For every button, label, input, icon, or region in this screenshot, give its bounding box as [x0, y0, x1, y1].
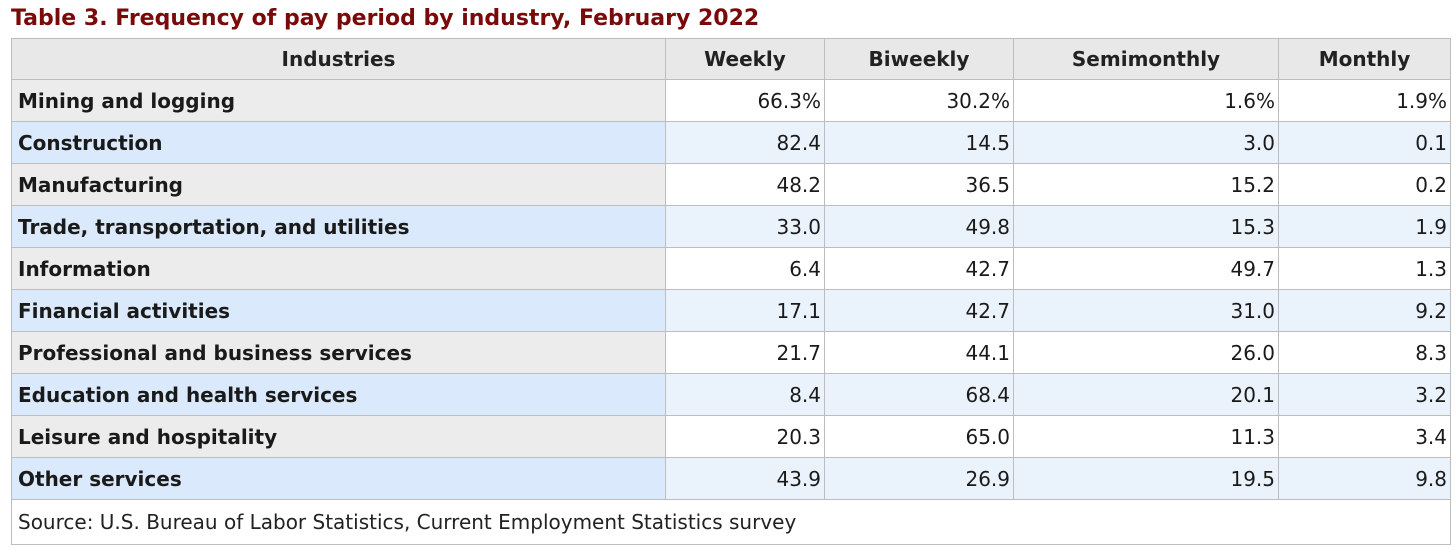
- table-row: Other services 43.9 26.9 19.5 9.8: [11, 457, 1451, 500]
- industry-cell: Construction: [11, 121, 666, 164]
- weekly-cell: 17.1: [665, 289, 825, 332]
- table-row: Information 6.4 42.7 49.7 1.3: [11, 247, 1451, 290]
- weekly-cell: 6.4: [665, 247, 825, 290]
- monthly-cell: 1.3: [1278, 247, 1451, 290]
- biweekly-cell: 49.8: [824, 205, 1014, 248]
- column-header-monthly: Monthly: [1278, 38, 1451, 80]
- industry-cell: Professional and business services: [11, 331, 666, 374]
- table-row: Mining and logging 66.3% 30.2% 1.6% 1.9%: [11, 79, 1451, 122]
- industry-cell: Trade, transportation, and utilities: [11, 205, 666, 248]
- column-header-biweekly: Biweekly: [824, 38, 1014, 80]
- weekly-cell: 21.7: [665, 331, 825, 374]
- semimonthly-cell: 15.2: [1013, 163, 1279, 206]
- semimonthly-cell: 19.5: [1013, 457, 1279, 500]
- weekly-cell: 43.9: [665, 457, 825, 500]
- industry-cell: Information: [11, 247, 666, 290]
- table-row: Professional and business services 21.7 …: [11, 331, 1451, 374]
- semimonthly-cell: 20.1: [1013, 373, 1279, 416]
- semimonthly-cell: 15.3: [1013, 205, 1279, 248]
- weekly-cell: 20.3: [665, 415, 825, 458]
- column-header-industries: Industries: [11, 38, 666, 80]
- table-row: Manufacturing 48.2 36.5 15.2 0.2: [11, 163, 1451, 206]
- source-row: Source: U.S. Bureau of Labor Statistics,…: [11, 499, 1451, 545]
- industry-cell: Financial activities: [11, 289, 666, 332]
- monthly-cell: 3.2: [1278, 373, 1451, 416]
- weekly-cell: 48.2: [665, 163, 825, 206]
- weekly-cell: 82.4: [665, 121, 825, 164]
- table-row: Education and health services 8.4 68.4 2…: [11, 373, 1451, 416]
- semimonthly-cell: 31.0: [1013, 289, 1279, 332]
- semimonthly-cell: 49.7: [1013, 247, 1279, 290]
- industry-cell: Education and health services: [11, 373, 666, 416]
- biweekly-cell: 14.5: [824, 121, 1014, 164]
- biweekly-cell: 68.4: [824, 373, 1014, 416]
- monthly-cell: 0.1: [1278, 121, 1451, 164]
- table-row: Financial activities 17.1 42.7 31.0 9.2: [11, 289, 1451, 332]
- biweekly-cell: 30.2%: [824, 79, 1014, 122]
- industry-cell: Other services: [11, 457, 666, 500]
- weekly-cell: 66.3%: [665, 79, 825, 122]
- semimonthly-cell: 1.6%: [1013, 79, 1279, 122]
- industry-cell: Manufacturing: [11, 163, 666, 206]
- column-header-weekly: Weekly: [665, 38, 825, 80]
- weekly-cell: 8.4: [665, 373, 825, 416]
- monthly-cell: 1.9: [1278, 205, 1451, 248]
- monthly-cell: 1.9%: [1278, 79, 1451, 122]
- biweekly-cell: 42.7: [824, 247, 1014, 290]
- biweekly-cell: 26.9: [824, 457, 1014, 500]
- weekly-cell: 33.0: [665, 205, 825, 248]
- biweekly-cell: 65.0: [824, 415, 1014, 458]
- monthly-cell: 3.4: [1278, 415, 1451, 458]
- monthly-cell: 9.8: [1278, 457, 1451, 500]
- biweekly-cell: 42.7: [824, 289, 1014, 332]
- table-row: Trade, transportation, and utilities 33.…: [11, 205, 1451, 248]
- semimonthly-cell: 11.3: [1013, 415, 1279, 458]
- pay-period-table: Industries Weekly Biweekly Semimonthly M…: [11, 38, 1451, 545]
- header-row: Industries Weekly Biweekly Semimonthly M…: [11, 38, 1451, 80]
- semimonthly-cell: 26.0: [1013, 331, 1279, 374]
- industry-cell: Mining and logging: [11, 79, 666, 122]
- column-header-semimonthly: Semimonthly: [1013, 38, 1279, 80]
- table-title: Table 3. Frequency of pay period by indu…: [11, 6, 760, 31]
- industry-cell: Leisure and hospitality: [11, 415, 666, 458]
- table-row: Leisure and hospitality 20.3 65.0 11.3 3…: [11, 415, 1451, 458]
- monthly-cell: 0.2: [1278, 163, 1451, 206]
- table-row: Construction 82.4 14.5 3.0 0.1: [11, 121, 1451, 164]
- biweekly-cell: 44.1: [824, 331, 1014, 374]
- monthly-cell: 9.2: [1278, 289, 1451, 332]
- biweekly-cell: 36.5: [824, 163, 1014, 206]
- monthly-cell: 8.3: [1278, 331, 1451, 374]
- source-note: Source: U.S. Bureau of Labor Statistics,…: [11, 499, 1451, 545]
- semimonthly-cell: 3.0: [1013, 121, 1279, 164]
